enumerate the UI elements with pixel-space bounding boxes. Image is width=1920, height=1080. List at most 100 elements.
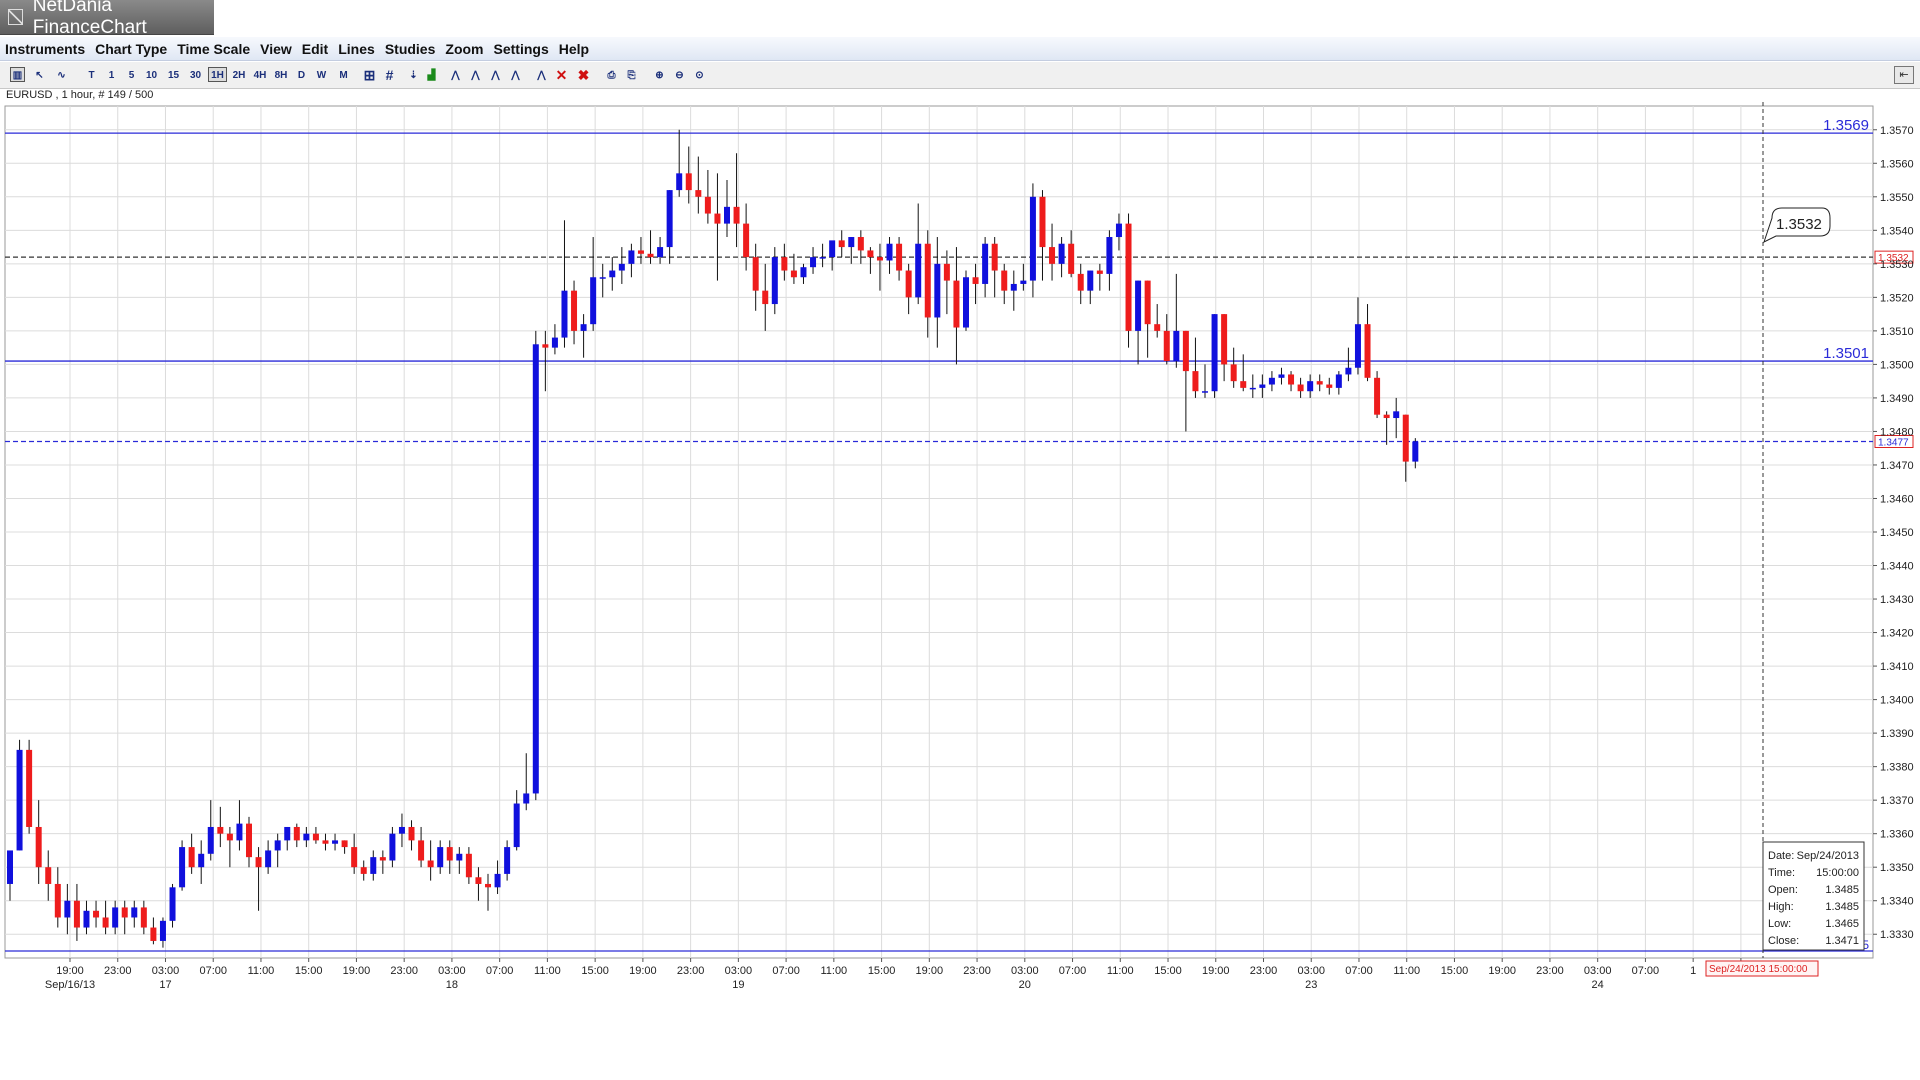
- y-tick-label: 1.3520: [1880, 292, 1914, 304]
- timeframe-4h-button[interactable]: 4H: [253, 70, 267, 81]
- parallel-line-icon[interactable]: ⋀: [511, 70, 520, 81]
- y-tick-label: 1.3400: [1880, 695, 1914, 707]
- price-marker-label: 1.3532: [1878, 253, 1909, 264]
- candle-body: [1154, 324, 1161, 331]
- zoom-out-icon[interactable]: ⊖: [675, 70, 684, 81]
- delete-line-icon[interactable]: ⋀: [537, 70, 546, 81]
- timeframe-2h-button[interactable]: 2H: [232, 70, 246, 81]
- x-tick-label: 23:00: [963, 965, 991, 977]
- menu-chart-type[interactable]: Chart Type: [95, 40, 168, 57]
- delete-icon[interactable]: ✕: [555, 67, 568, 83]
- menu-settings[interactable]: Settings: [493, 40, 549, 57]
- timeframe-t-button[interactable]: T: [88, 70, 95, 81]
- window-title-tab[interactable]: NetDania FinanceChart: [0, 0, 214, 38]
- menu-view[interactable]: View: [260, 40, 292, 57]
- menu-studies[interactable]: Studies: [384, 40, 436, 57]
- y-tick-label: 1.3570: [1880, 125, 1914, 137]
- x-tick-label: 07:00: [1632, 965, 1660, 977]
- menu-zoom[interactable]: Zoom: [445, 40, 484, 57]
- y-tick-label: 1.3390: [1880, 728, 1914, 740]
- timeframe-10-button[interactable]: 10: [145, 70, 158, 81]
- candle-body: [838, 240, 845, 248]
- candle-body: [982, 243, 989, 284]
- candle-body: [876, 257, 883, 261]
- menu-time-scale[interactable]: Time Scale: [177, 40, 251, 57]
- y-tick-label: 1.3550: [1880, 192, 1914, 204]
- y-tick-label: 1.3510: [1880, 326, 1914, 338]
- candle-body: [561, 290, 568, 338]
- menu-help[interactable]: Help: [558, 40, 590, 57]
- channel-icon[interactable]: ⋀: [491, 70, 500, 81]
- cursor-icon[interactable]: ↖: [35, 70, 44, 81]
- candle-body: [485, 883, 491, 888]
- timeframe-w-button[interactable]: W: [316, 70, 327, 81]
- candle-body: [150, 927, 157, 941]
- timeframe-1h-button[interactable]: 1H: [208, 67, 227, 82]
- candle-body: [714, 213, 721, 224]
- candle-body: [284, 826, 291, 841]
- menu-instruments[interactable]: Instruments: [5, 40, 86, 57]
- fib-line-icon[interactable]: ⋀: [471, 70, 480, 81]
- candle-body: [1307, 381, 1314, 392]
- candle-body: [790, 270, 797, 278]
- y-tick-label: 1.3350: [1880, 862, 1914, 874]
- bar-chart-icon[interactable]: ▟: [427, 70, 436, 81]
- trend-line-icon[interactable]: ⋀: [451, 70, 460, 81]
- delete-all-icon[interactable]: ✖: [577, 67, 590, 83]
- print-icon[interactable]: ⎙: [607, 70, 616, 81]
- chart-style-icon[interactable]: ▥: [10, 67, 25, 82]
- x-tick-label: 11:00: [248, 965, 275, 977]
- x-tick-label: 23:00: [1250, 965, 1278, 977]
- candle-body: [1412, 441, 1419, 462]
- candle-body: [867, 250, 874, 258]
- menu-lines[interactable]: Lines: [338, 40, 375, 57]
- candle-body: [418, 840, 425, 861]
- app-logo-icon: [8, 9, 23, 25]
- timeframe-5-button[interactable]: 5: [128, 70, 135, 81]
- candle-body: [226, 833, 233, 841]
- candle-body: [1316, 381, 1323, 385]
- timeframe-8h-button[interactable]: 8H: [274, 70, 288, 81]
- x-tick-label: 03:00: [1584, 965, 1612, 977]
- candle-body: [1354, 324, 1361, 368]
- arrow-icon[interactable]: ⇣: [409, 70, 418, 81]
- line-chart-icon[interactable]: ∿: [57, 70, 66, 81]
- candle-body: [293, 826, 300, 841]
- candle-body: [1144, 280, 1151, 325]
- candle-body: [657, 247, 664, 258]
- timeframe-m-button[interactable]: M: [339, 70, 348, 81]
- x-tick-sublabel: 20: [1019, 979, 1031, 991]
- candle-body: [1249, 387, 1256, 390]
- candle-body: [322, 840, 329, 844]
- crosshair-icon[interactable]: ⊞: [363, 67, 376, 83]
- candle-body: [217, 826, 224, 834]
- candle-body: [341, 840, 348, 848]
- candle-body: [274, 840, 281, 851]
- zoom-in-icon[interactable]: ⊕: [655, 70, 664, 81]
- menu-edit[interactable]: Edit: [301, 40, 329, 57]
- panel-toggle-icon[interactable]: ⇤: [1894, 66, 1914, 84]
- timeframe-1-button[interactable]: 1: [108, 70, 115, 81]
- timeframe-30-button[interactable]: 30: [189, 70, 202, 81]
- y-tick-label: 1.3440: [1880, 561, 1914, 573]
- candle-body: [312, 833, 319, 841]
- candle-body: [1058, 243, 1065, 264]
- x-tick-label: 03:00: [152, 965, 180, 977]
- print-preview-icon[interactable]: ⎘: [627, 70, 636, 81]
- candle-body: [1096, 270, 1103, 274]
- candle-body: [1029, 196, 1036, 281]
- candle-body: [848, 237, 855, 248]
- grid-icon[interactable]: #: [385, 67, 394, 83]
- candle-body: [1297, 384, 1304, 392]
- info-key: High:: [1768, 901, 1794, 913]
- timeframe-15-button[interactable]: 15: [167, 70, 180, 81]
- zoom-reset-icon[interactable]: ⊙: [695, 70, 704, 81]
- x-tick-label: 03:00: [1297, 965, 1325, 977]
- timeframe-d-button[interactable]: D: [297, 70, 306, 81]
- candle-body: [159, 920, 166, 941]
- info-value: Sep/24/2013: [1797, 850, 1859, 862]
- x-tick-label: 19:00: [1202, 965, 1230, 977]
- candle-body: [628, 250, 635, 264]
- x-tick-label: 11:00: [1107, 965, 1134, 977]
